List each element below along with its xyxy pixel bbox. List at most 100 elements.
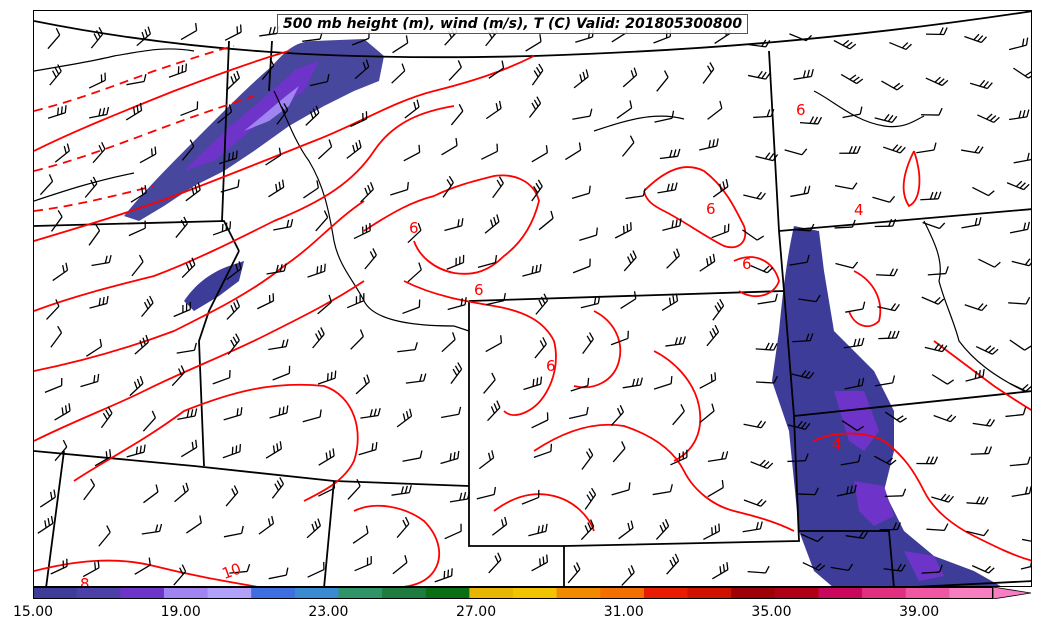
wind-barb [1005, 407, 1027, 418]
wind-barb [789, 254, 810, 266]
wind-barb [94, 449, 112, 467]
wind-barb [1009, 109, 1030, 121]
wind-barb [881, 80, 904, 91]
wind-barb [884, 488, 907, 498]
wind-barb [54, 403, 71, 421]
wind-barb [792, 223, 815, 232]
wind-barb [488, 60, 505, 79]
wind-barb [181, 257, 196, 279]
wind-barb [844, 377, 865, 390]
wind-barb [531, 145, 549, 163]
colorbar-swatch [774, 587, 819, 599]
wind-barb [618, 520, 634, 540]
wind-barb [318, 480, 336, 497]
wind-barb [39, 174, 54, 196]
contour-label: 4 [832, 435, 842, 453]
wind-barb [799, 116, 823, 125]
wind-barb [268, 567, 289, 580]
contour-label-group: 6 6 6 6 6 6 4 4 10 8 [80, 101, 864, 586]
wind-barb [798, 294, 821, 303]
wind-barb [920, 191, 942, 201]
wind-barb [49, 64, 62, 86]
wind-barb [1008, 37, 1029, 51]
wind-barb [84, 176, 98, 198]
wind-barb [699, 253, 716, 272]
wind-barb [391, 63, 406, 84]
wind-barb [315, 210, 329, 232]
wind-barb [800, 533, 824, 543]
wind-barb [565, 142, 582, 161]
wind-barb [142, 410, 157, 432]
wind-barb [305, 105, 320, 126]
wind-barb [317, 294, 332, 315]
wind-barb [921, 564, 943, 574]
wind-barb [970, 446, 993, 455]
wind-barb [787, 420, 811, 430]
wind-barb [350, 111, 368, 128]
wind-barb [171, 365, 185, 387]
wind-barb [180, 22, 198, 41]
wind-barb [612, 441, 626, 463]
wind-barb [874, 218, 897, 228]
wind-barb [407, 222, 422, 244]
wind-barb [50, 558, 68, 575]
wind-barb [309, 73, 330, 87]
wind-barb [390, 182, 409, 196]
wind-barb [125, 102, 143, 121]
wind-barb [350, 329, 364, 350]
wind-barb [306, 518, 322, 539]
wind-barb [841, 420, 864, 432]
colorbar [33, 587, 1032, 599]
wind-barb [403, 144, 421, 162]
wind-barb [265, 441, 283, 459]
wind-barb [83, 478, 96, 501]
wind-barb [791, 369, 815, 380]
wind-barb [352, 525, 369, 544]
wind-barb [845, 301, 866, 313]
wind-barb [444, 523, 462, 540]
wind-barb [872, 195, 896, 203]
wind-barb [839, 145, 861, 154]
wind-barb [175, 216, 188, 238]
wind-barb [1020, 559, 1031, 570]
map-title: 500 mb height (m), wind (m/s), T (C) Val… [277, 14, 749, 34]
wind-barb [933, 414, 957, 423]
wind-barb [972, 186, 995, 197]
wind-barb [80, 373, 100, 388]
wind-barb [1008, 296, 1031, 305]
wind-barb [802, 561, 826, 571]
colorbar-swatch [862, 587, 907, 599]
wind-barb [1009, 221, 1030, 234]
wind-barb [448, 60, 462, 81]
wind-barb [1009, 456, 1031, 467]
contour-label: 6 [546, 357, 556, 375]
wind-barb [486, 292, 506, 306]
wind-barb [1021, 538, 1031, 544]
wind-barb [91, 254, 112, 267]
wind-barb [975, 345, 999, 355]
wind-barb [223, 525, 244, 538]
wind-barb [743, 191, 766, 200]
colorbar-swatch [643, 587, 689, 599]
wind-barb [670, 449, 688, 466]
wind-barb [405, 373, 427, 384]
wind-barb [878, 330, 900, 340]
wind-barb [212, 370, 231, 385]
wind-barb [307, 561, 325, 578]
wind-barb [396, 408, 413, 428]
wind-barb [212, 221, 232, 236]
wind-barb [538, 210, 554, 231]
wind-barb [85, 338, 103, 357]
contour-label: 6 [796, 101, 806, 119]
wind-barb [665, 336, 686, 347]
wind-barb [610, 404, 625, 426]
wind-barb [355, 374, 370, 395]
wind-barb [483, 372, 496, 394]
wind-barb [484, 214, 500, 234]
colorbar-tick-label: 27.00 [456, 604, 497, 620]
wind-barb [842, 106, 863, 119]
wind-barb [931, 493, 954, 503]
wind-barb [567, 562, 581, 584]
wind-barb [391, 485, 412, 496]
wind-barb [535, 293, 549, 315]
